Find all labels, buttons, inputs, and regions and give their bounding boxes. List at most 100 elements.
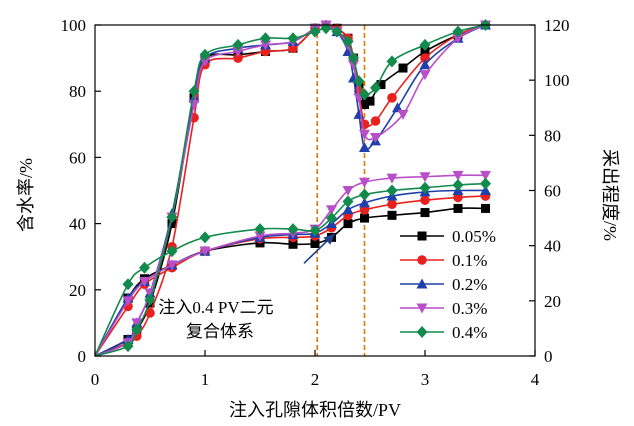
water-cut-point [452, 33, 464, 44]
annotation-line-1: 注入0.4 PV二元 [158, 298, 273, 317]
water-cut-point [131, 318, 143, 329]
recovery-point [480, 185, 491, 195]
y-axis-left-title: 含水率/% [16, 158, 36, 232]
water-cut-point [370, 81, 381, 94]
water-cut-point [420, 53, 430, 63]
water-cut-point [359, 129, 370, 140]
x-tick-label: 2 [311, 370, 320, 389]
recovery-point [480, 170, 491, 181]
recovery-point [122, 296, 134, 307]
water-cut-point [370, 116, 381, 126]
series-0.4% [94, 19, 491, 357]
x-tick-label: 3 [421, 370, 430, 389]
recovery-point [387, 210, 397, 220]
y-left-tick-label: 40 [69, 215, 86, 234]
water-cut-point [419, 59, 431, 70]
water-cut-point [232, 46, 244, 57]
legend-label: 0.1% [452, 251, 487, 270]
annotation-line-2: 复合体系 [186, 322, 254, 341]
y-left-tick-label: 0 [78, 347, 87, 366]
y-right-tick-label: 40 [544, 237, 561, 256]
water-cut-point [348, 52, 359, 65]
water-cut-point [167, 219, 177, 229]
recovery-point [420, 208, 430, 218]
water-cut-point [287, 32, 299, 45]
legend-label: 0.3% [452, 299, 487, 318]
water-cut-point [331, 25, 343, 38]
water-cut-point [397, 109, 409, 120]
recovery-point [360, 213, 369, 223]
recovery-point [419, 181, 431, 194]
water-cut-point [360, 99, 369, 109]
recovery-point [199, 231, 211, 244]
recovery-point [288, 239, 298, 249]
y-right-tick-label: 0 [544, 347, 553, 366]
recovery-point [166, 245, 178, 258]
legend-marker [416, 326, 428, 338]
recovery-point [326, 212, 337, 225]
x-tick-label: 4 [531, 370, 540, 389]
x-tick-label: 0 [91, 370, 100, 389]
recovery-point [420, 195, 430, 205]
recovery-point [386, 184, 398, 197]
water-cut-point [309, 25, 321, 38]
water-cut-point [419, 38, 431, 51]
water-cut-point [392, 102, 403, 113]
legend-item: 0.1% [400, 251, 487, 270]
legend-marker [417, 255, 427, 265]
water-cut-point [370, 133, 381, 144]
recovery-point [359, 188, 370, 201]
legend-marker [416, 303, 428, 314]
legend-label: 0.05% [452, 227, 496, 246]
water-cut-point [359, 88, 370, 101]
y-left-tick-label: 20 [69, 281, 86, 300]
water-cut-point [387, 93, 397, 103]
water-cut-point [260, 40, 271, 51]
y-left-tick-label: 80 [69, 82, 86, 101]
y-left-tick-label: 60 [69, 148, 86, 167]
water-cut-point [131, 323, 143, 336]
water-cut-point [353, 75, 365, 88]
y-right-tick-label: 20 [544, 292, 561, 311]
recovery-point [254, 223, 266, 236]
legend-label: 0.4% [452, 323, 487, 342]
annotation-arrow-head [323, 233, 335, 245]
water-cut-point [365, 96, 375, 106]
y-right-tick-label: 120 [544, 16, 570, 35]
legend: 0.05% 0.1% 0.2% 0.3% 0.4% [400, 227, 496, 342]
recovery-point [254, 231, 266, 242]
recovery-point [480, 177, 491, 190]
water-cut-point [386, 55, 398, 68]
water-cut-point [398, 63, 408, 73]
water-cut-point [145, 308, 155, 318]
legend-marker [416, 278, 428, 289]
x-axis-title: 注入孔隙体积倍数/PV [229, 400, 401, 420]
vertical-marker-lines [316, 25, 366, 356]
water-cut-point [342, 35, 354, 48]
recovery-point [310, 238, 320, 248]
water-cut-point [452, 25, 464, 38]
recovery-point [342, 195, 354, 208]
y-left-tick-label: 100 [61, 16, 87, 35]
water-cut-point [233, 53, 243, 63]
recovery-point [453, 203, 463, 213]
water-cut-point [376, 80, 386, 90]
water-cut-point [232, 38, 244, 51]
recovery-point [309, 224, 321, 237]
recovery-point [199, 246, 211, 257]
recovery-point [419, 172, 431, 183]
legend-label: 0.2% [452, 275, 487, 294]
water-cut-point [348, 60, 359, 71]
recovery-point [287, 223, 299, 236]
legend-marker [417, 231, 427, 241]
water-cut-point [188, 85, 200, 98]
legend-item: 0.2% [400, 275, 487, 294]
annotation: 注入0.4 PV二元 复合体系 [158, 232, 336, 341]
recovery-point [122, 278, 134, 291]
recovery-point [452, 178, 464, 191]
recovery-point [342, 204, 354, 215]
water-cut-point [359, 141, 370, 152]
recovery-point [452, 170, 464, 181]
